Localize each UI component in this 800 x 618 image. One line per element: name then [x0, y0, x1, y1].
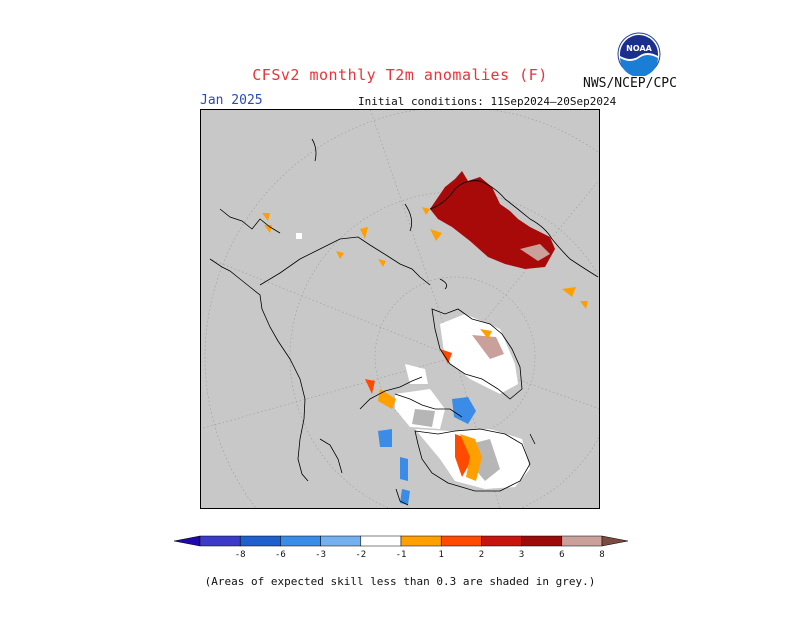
- legend-label: 2: [479, 550, 484, 560]
- color-legend: -8 -6 -3 -2 -1 1 2 3 6 8: [174, 535, 628, 560]
- coastlines: [209, 138, 599, 506]
- legend-swatch: [199, 535, 241, 547]
- legend-swatch: [481, 535, 522, 547]
- legend-label: -8: [235, 550, 246, 560]
- legend-swatch: [320, 535, 362, 547]
- legend-label: -1: [396, 550, 407, 560]
- warm-anomaly-siberia: [430, 171, 555, 269]
- logo-text: NOAA: [626, 44, 652, 53]
- warm-anomaly-orange: [262, 207, 588, 481]
- noaa-logo: NOAA: [617, 32, 661, 76]
- legend-label: 3: [519, 550, 524, 560]
- legend-swatch: [360, 535, 402, 547]
- legend-arrow-high: [601, 535, 628, 547]
- forecast-month: Jan 2025: [200, 93, 263, 108]
- warm-anomaly-extreme: [472, 244, 550, 359]
- polar-map: [200, 109, 600, 509]
- legend-label: -2: [355, 550, 366, 560]
- chart-title: CFSv2 monthly T2m anomalies (F): [252, 66, 548, 84]
- legend-label: 1: [438, 550, 443, 560]
- agency-label: NWS/NCEP/CPC: [583, 76, 677, 91]
- legend-swatch: [440, 535, 482, 547]
- legend-swatch: [239, 535, 281, 547]
- legend-swatch: [280, 535, 321, 547]
- initial-conditions: Initial conditions: 11Sep2024–20Sep2024: [358, 95, 617, 108]
- skill-note: (Areas of expected skill less than 0.3 a…: [204, 575, 596, 588]
- legend-label: -3: [315, 550, 326, 560]
- legend-swatch: [521, 535, 563, 547]
- legend-label: 8: [599, 550, 604, 560]
- cool-anomaly-areas: [378, 397, 476, 505]
- map-background: [200, 109, 600, 509]
- legend-swatch: [561, 535, 603, 547]
- legend-label: 6: [559, 550, 564, 560]
- legend-swatch: [400, 535, 442, 547]
- legend-label: -6: [275, 550, 286, 560]
- legend-arrow-low: [174, 535, 201, 547]
